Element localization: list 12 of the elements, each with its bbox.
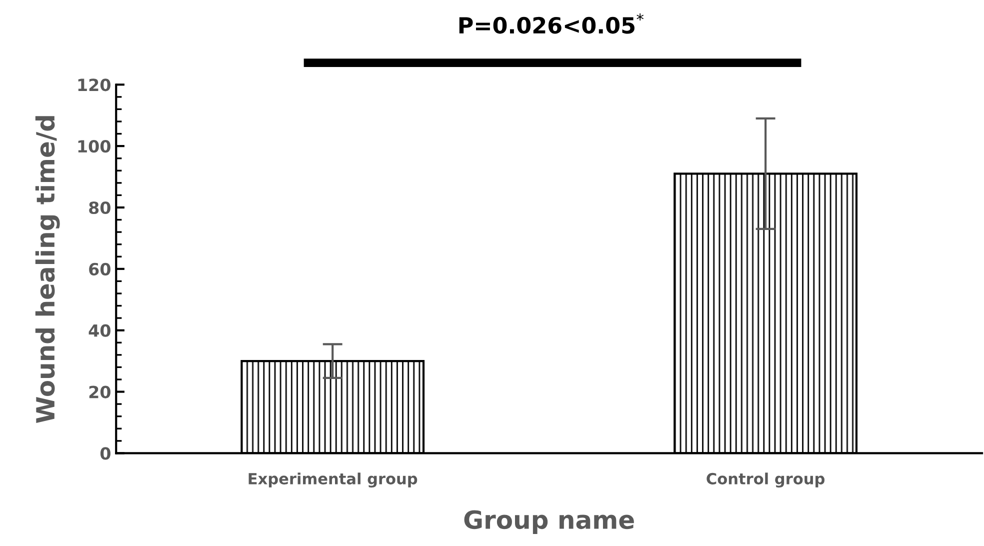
y-tick-label: 80 [89,201,110,214]
y-tick-label: 0 [100,447,110,460]
y-tick-label: 20 [89,386,110,398]
y-tick-label: 120 [78,78,110,92]
text: P=0.026<0.05$^{*}$ [459,13,644,34]
y-axis-title: Wound healing time/d [35,116,60,424]
y-tick-label: 60 [89,262,110,276]
x-tick-label: Control group [706,472,824,488]
x-axis-title: Group name [464,510,634,534]
x-tick-label: Experimental group [248,472,418,488]
y-tick-label: 100 [78,140,110,153]
y-tick-label: 40 [88,324,110,337]
